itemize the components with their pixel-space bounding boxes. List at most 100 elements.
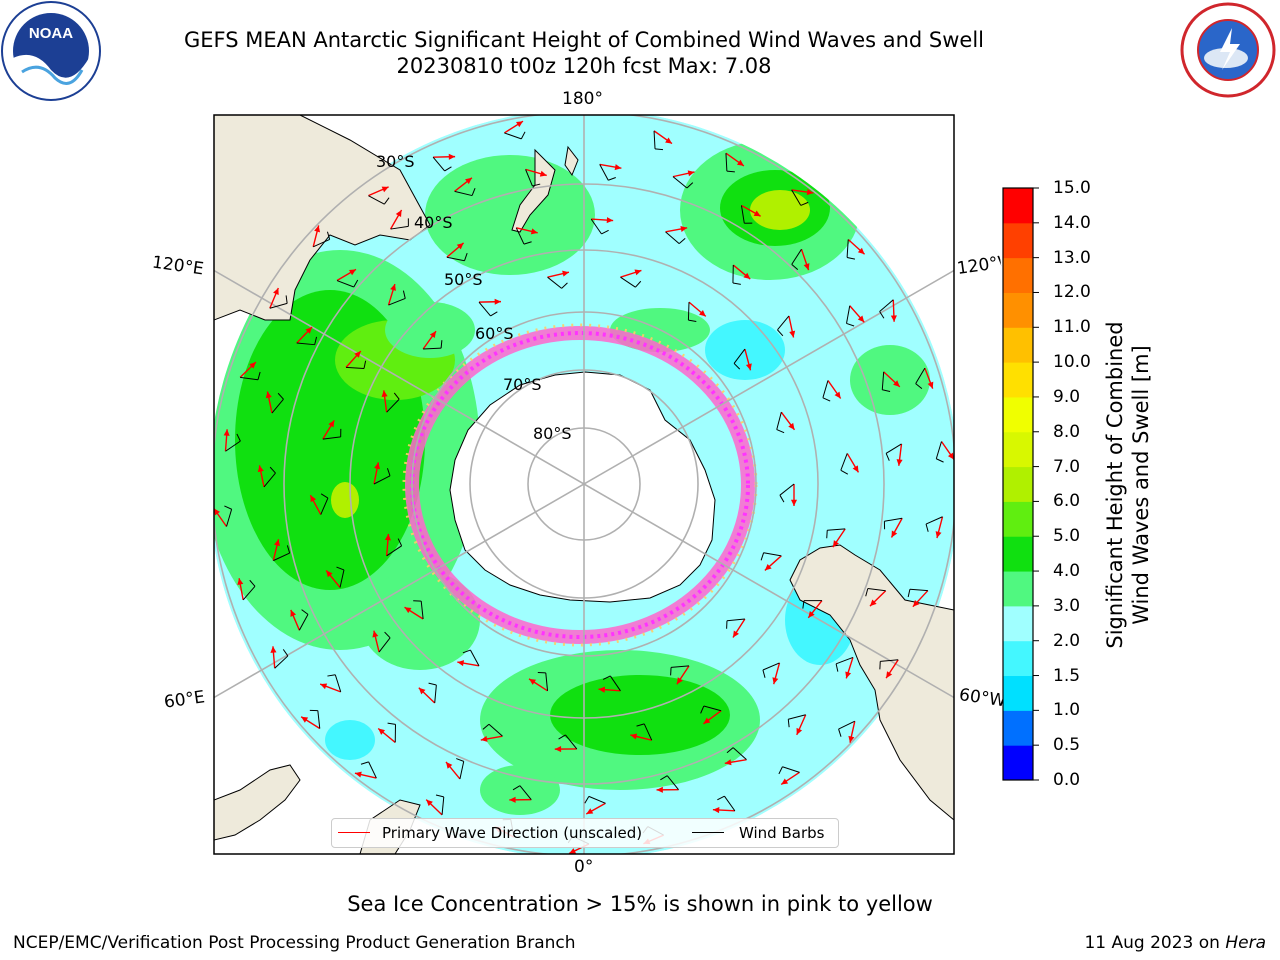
lon-label-0: 0°: [574, 857, 594, 877]
colorbar-tick-label: 14.0: [1053, 212, 1091, 233]
wave-arrow-head: [586, 808, 594, 814]
wave-arrow-head: [852, 465, 859, 473]
wave-arrow-head: [845, 671, 852, 679]
colorbar-tick-label: 12.0: [1053, 282, 1091, 303]
wind-barb-staff: [263, 472, 276, 488]
wind-barb-staff: [791, 248, 802, 265]
wind-barb-flag: [402, 290, 406, 299]
colorbar-tick-label: 2.0: [1053, 630, 1081, 651]
wind-barb-staff: [273, 552, 290, 562]
wind-barb-staff: [432, 156, 446, 172]
wind-barb-staff: [925, 516, 943, 525]
wind-barb-flag: [925, 523, 929, 532]
lat-label-50s: 50°S: [444, 270, 483, 289]
wind-barb-staff: [609, 675, 621, 692]
wave-arrow-head: [480, 735, 488, 742]
wind-barb-flag: [885, 453, 890, 461]
wind-barb-staff: [909, 588, 928, 592]
wave-arrow-head: [732, 630, 739, 638]
colorbar-tick-label: 1.0: [1053, 700, 1081, 721]
wave-arrow-head: [516, 121, 523, 128]
wind-barb-staff: [345, 366, 365, 370]
wind-barb-staff: [269, 302, 288, 309]
wind-barb-staff: [478, 301, 491, 317]
wind-barb-staff: [779, 483, 795, 496]
wave-arrow-head: [687, 170, 695, 177]
wind-barb-flag: [326, 231, 331, 240]
wind-barb-flag: [520, 131, 526, 140]
wind-barb-flag: [471, 187, 476, 196]
wind-barb-flag: [428, 682, 437, 686]
footer-date-text: 11 Aug 2023 on: [1084, 933, 1226, 953]
wave-arrow-head: [273, 287, 279, 295]
wind-barb-staff: [643, 723, 653, 741]
wind-barb-flag: [822, 397, 831, 402]
wind-barb-flag: [777, 329, 784, 337]
wave-arrow-head: [890, 315, 897, 322]
wind-barb-flag: [936, 458, 944, 463]
wind-barb-flag: [882, 389, 891, 393]
wind-barb-flag: [726, 170, 735, 173]
colorbar-tick-label: 7.0: [1053, 456, 1081, 477]
wind-barb-staff: [687, 302, 690, 321]
wind-barb-flag: [760, 552, 765, 561]
wind-barb-staff: [733, 348, 746, 364]
legend-barb-label: Wind Barbs: [739, 824, 825, 842]
lat-label-30s: 30°S: [376, 152, 415, 171]
wind-barb-staff: [840, 453, 848, 471]
wave-arrow-head: [562, 270, 569, 277]
colorbar-tick-label: 15.0: [1053, 178, 1091, 198]
wave-arrow-head: [781, 778, 789, 785]
wind-barb-flag: [826, 530, 828, 539]
wave-arrow-head: [456, 242, 464, 250]
wind-barb-flag: [635, 280, 642, 288]
wave-arrow-head: [796, 727, 803, 735]
footer-machine: Hera: [1225, 933, 1266, 953]
chart-title: GEFS MEAN Antarctic Significant Height o…: [183, 28, 985, 52]
wave-arrow-head: [457, 660, 465, 667]
wave-arrow-head: [529, 678, 537, 685]
colorbar-tick-label: 6.0: [1053, 491, 1081, 512]
colorbar-label: Significant Height of Combined Wind Wave…: [1102, 255, 1154, 715]
wind-barb-staff: [777, 315, 790, 331]
footer-credit: NCEP/EMC/Verification Post Processing Pr…: [13, 933, 576, 953]
wave-arrow-head: [789, 330, 796, 338]
wind-barb-staff: [271, 398, 284, 414]
wind-barb-flag: [285, 295, 288, 304]
wind-barb-flag: [314, 336, 318, 345]
wind-barb-flag: [907, 589, 911, 598]
wind-barb-staff: [454, 190, 473, 197]
wave-arrow-head: [935, 531, 942, 539]
wind-barb-flag: [353, 279, 359, 288]
wind-barb-flag: [879, 311, 885, 319]
wave-arrow-head: [665, 137, 672, 144]
wind-barb-staff: [599, 164, 609, 181]
colorbar-tick-label: 13.0: [1053, 247, 1091, 268]
lat-label-70s: 70°S: [503, 375, 542, 394]
wind-barb-flag: [387, 722, 396, 725]
wind-barb-staff: [547, 276, 562, 289]
wind-barb-flag: [269, 466, 276, 474]
wave-arrow-head: [772, 677, 779, 685]
colorbar-tick-label: 3.0: [1053, 595, 1081, 616]
wind-barb-flag: [236, 433, 241, 442]
wave-arrow-head: [764, 563, 772, 571]
wave-arrow-head: [834, 391, 841, 399]
land-masses: [214, 115, 954, 854]
wind-barb-staff: [740, 205, 745, 224]
wind-barb-flag: [393, 392, 400, 400]
graticule: [214, 115, 954, 854]
wind-barb-flag: [464, 252, 468, 261]
wind-barb-flag: [383, 197, 390, 205]
wind-barb-flag: [660, 775, 668, 781]
wave-arrow-head: [290, 609, 297, 617]
wind-barb-flag: [835, 663, 839, 672]
wave-arrow-head: [896, 459, 903, 466]
wind-barb-staff: [653, 130, 656, 149]
wind-barb-staff: [703, 705, 722, 712]
wind-barb-staff: [776, 412, 782, 430]
wind-barb-flag: [608, 177, 616, 181]
wind-barb-flag: [558, 734, 566, 740]
svg-text:NOAA: NOAA: [29, 25, 73, 42]
